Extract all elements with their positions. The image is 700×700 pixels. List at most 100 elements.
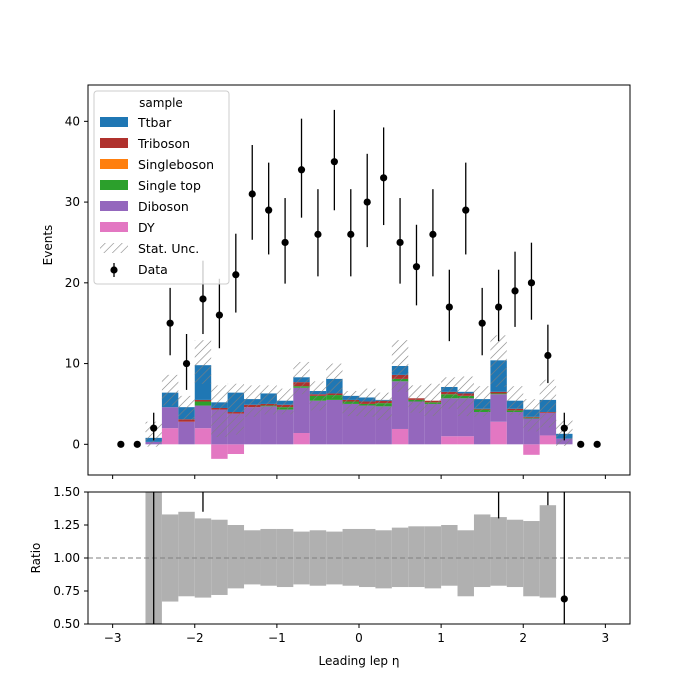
ratio-unc-band [375,530,392,589]
stat-unc-band [342,391,359,417]
ratio-unc-band [359,528,376,588]
y-tick-label: 40 [65,114,80,128]
bar-dy [211,444,228,459]
stat-unc-band [293,361,310,395]
data-point [396,238,404,247]
stat-unc-band [194,340,212,384]
data-point [117,440,125,448]
x-axis-label: Leading lep η [319,654,400,668]
bar-single-top [490,393,507,395]
bar-diboson [260,406,277,445]
legend-swatch-single-top [100,180,128,190]
x-tick-label: 0 [355,631,363,645]
ratio-unc-band [293,531,310,585]
data-points [117,109,601,448]
y-tick-label: 20 [65,276,80,290]
ratio-y-tick-label: 1.25 [53,518,80,532]
x-tick-label: 1 [437,631,445,645]
stat-unc-band [375,392,392,421]
ratio-unc-band [227,525,245,589]
ratio-point [347,0,354,7]
legend-label-data: Data [138,262,168,277]
stat-unc-band [309,381,327,411]
data-point [544,351,552,360]
data-point [363,198,371,206]
legend-label-stat-unc: Stat. Unc. [138,241,199,256]
stat-unc-band [506,386,524,416]
ratio-unc-band [178,511,195,597]
data-point [232,271,240,279]
data-point [412,263,421,271]
ratio-unc-band [391,527,409,588]
legend-label-single-top: Single top [138,178,201,193]
main-y-label: Events [41,225,55,266]
legend-swatch-dy [100,222,128,232]
legend-swatch-triboson [100,138,128,148]
bar-diboson [506,412,524,445]
bar-dy [457,436,474,445]
y-tick-label: 10 [65,357,80,371]
bar-diboson [326,399,343,445]
ratio-y-label: Ratio [29,543,43,574]
bar-diboson [178,421,195,445]
ratio-unc-band [457,530,474,597]
ratio-point [281,0,288,7]
ratio-y-tick-label: 1.00 [53,551,80,565]
legend-title: sample [139,96,183,110]
legend-marker-data [110,266,118,274]
ratio-y-tick-label: 1.50 [53,485,80,499]
stat-unc-band [359,388,376,417]
data-point [462,206,470,214]
x-tick-label: 2 [519,631,527,645]
bar-diboson [161,407,179,429]
data-point [281,238,289,247]
legend-label-diboson: Diboson [138,199,189,214]
legend: sample Ttbar Triboson Singleboson Single to… [93,90,230,285]
data-point [166,319,174,327]
bar-diboson [391,381,409,429]
data-point [495,303,503,311]
data-point [445,303,453,311]
y-tick-label: 0 [72,437,80,451]
ratio-unc-band [309,530,327,586]
ratio-point [429,40,436,47]
ratio-unc-band [441,525,458,586]
data-point [478,319,486,327]
data-point [347,230,355,238]
data-point [182,359,191,368]
bar-dy [523,444,540,455]
bar-triboson [194,399,212,402]
ratio-unc-band [539,505,557,598]
y-tick-label: 30 [65,195,80,209]
main-x-axis [112,475,606,479]
bar-diboson [293,387,310,434]
data-point [511,287,519,295]
main-y-axis: 0 10 20 30 40 [65,114,88,451]
bar-dy [293,433,310,445]
stat-unc-band [539,379,557,428]
stat-unc-band [326,363,343,399]
ratio-unc-band [473,514,491,588]
legend-label-dy: DY [138,220,155,235]
bar-single-top [194,401,212,406]
data-point [133,440,141,448]
x-tick-label: −1 [268,631,286,645]
data-point [297,166,306,174]
bar-dy [539,435,557,445]
ratio-unc-band [408,526,425,588]
bar-diboson [490,394,507,422]
stat-unc-band [490,335,507,387]
ratio-unc-band [211,519,228,595]
bar-dy [194,428,212,445]
stat-unc-band [523,399,540,432]
x-tick-label: 3 [602,631,610,645]
stat-unc-band [457,376,474,417]
bar-triboson [178,419,195,422]
legend-label-singleboson: Singleboson [138,157,214,172]
x-tick-label: −2 [186,631,204,645]
bar-triboson [490,391,507,394]
stat-unc-band [441,377,458,409]
bar-dy [161,428,179,445]
ratio-unc-band [276,528,294,588]
